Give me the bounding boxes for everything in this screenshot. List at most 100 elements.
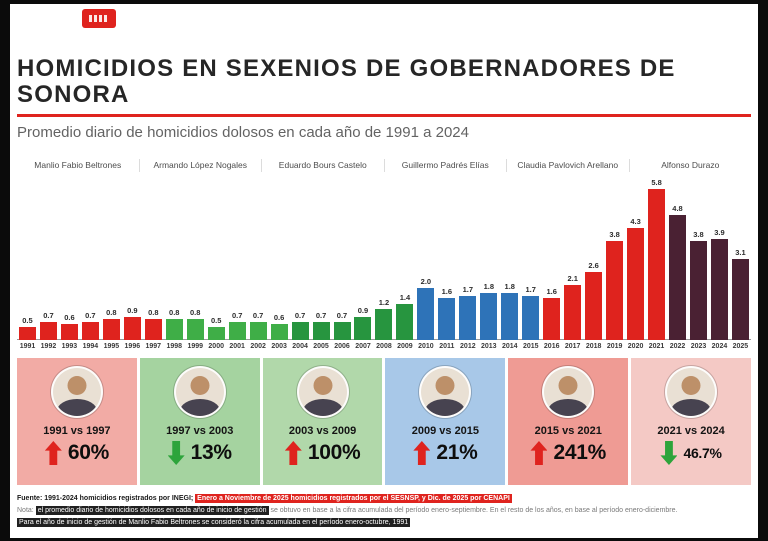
governor-name: Eduardo Bours Castelo <box>261 159 384 172</box>
year-label: 2020 <box>627 343 644 350</box>
bar-value-label: 1.6 <box>546 287 557 296</box>
bar-2019 <box>606 241 624 340</box>
trend-row: 100% <box>284 441 361 465</box>
year-label: 2008 <box>376 343 392 350</box>
year-label: 2025 <box>732 343 749 350</box>
year-label: 2014 <box>501 343 518 350</box>
percent-value: 241% <box>553 441 606 464</box>
bar-slot-1994: 0.7 1994 <box>80 176 101 352</box>
bar-2001 <box>228 322 246 340</box>
bar-2009 <box>396 304 414 340</box>
year-label: 2019 <box>606 343 623 350</box>
bar-slot-2019: 3.8 2019 <box>604 176 625 352</box>
bar-slot-2006: 0.7 2006 <box>332 176 353 352</box>
bar-slot-2012: 1.7 2012 <box>457 176 478 352</box>
year-label: 1995 <box>103 343 120 350</box>
footnote-segment: Fuente: 1991-2024 homicidios registrados… <box>17 495 196 502</box>
photo-silhouette-head <box>681 376 701 395</box>
bar-2004 <box>291 322 309 340</box>
footnote-segment: Para el año de inicio de gestión de Manl… <box>17 518 411 528</box>
bar-value-label: 0.6 <box>64 313 75 322</box>
bar-slot-2008: 1.2 2008 <box>373 176 394 352</box>
bar-value-label: 3.9 <box>714 228 725 237</box>
bar-value-label: 0.5 <box>210 316 222 325</box>
governor-photo <box>419 366 472 418</box>
percent-value: 46.7% <box>683 445 722 461</box>
comparison-card: 1997 vs 2003 13% <box>139 358 260 485</box>
trend-arrow-up-icon <box>284 441 302 465</box>
bar-2015 <box>522 296 540 340</box>
brand-logo <box>82 9 116 28</box>
year-label: 2015 <box>522 343 539 350</box>
bar-slot-2005: 0.7 2005 <box>311 176 332 352</box>
bar-slot-1995: 0.8 1995 <box>101 176 122 352</box>
year-label: 1996 <box>124 343 141 350</box>
bar-value-label: 0.8 <box>148 308 159 317</box>
bar-slot-2009: 1.4 2009 <box>394 176 415 352</box>
bar-2017 <box>564 285 582 340</box>
bar-value-label: 1.2 <box>378 298 390 307</box>
bar-1992 <box>39 322 57 340</box>
bar-1993 <box>60 324 78 340</box>
year-label: 2021 <box>648 343 665 350</box>
bar-slot-2003: 0.6 2003 <box>269 176 290 352</box>
photo-silhouette-body <box>425 399 466 416</box>
photo-silhouette-body <box>671 399 712 416</box>
comparison-label: 2003 vs 2009 <box>288 425 357 437</box>
bar-slot-2014: 1.8 2014 <box>499 176 520 352</box>
bar-value-label: 0.9 <box>127 306 138 315</box>
year-label: 1992 <box>40 343 57 350</box>
bar-value-label: 5.8 <box>651 178 662 187</box>
percent-value: 13% <box>190 441 232 464</box>
year-label: 2006 <box>334 343 350 350</box>
year-label: 1994 <box>82 343 99 350</box>
comparison-card: 2021 vs 2024 46.7% <box>631 358 751 485</box>
trend-row: 241% <box>530 441 606 465</box>
bar-2016 <box>543 298 561 340</box>
bar-slot-2010: 2.0 2010 <box>415 176 436 352</box>
bar-2013 <box>480 293 498 340</box>
governor-name: Claudia Pavlovich Arellano <box>506 159 629 172</box>
photo-silhouette-head <box>558 376 578 395</box>
governor-name: Guillermo Padrés Elías <box>383 159 507 172</box>
trend-arrow-up-icon <box>530 441 548 465</box>
comparison-card: 2003 vs 2009 100% <box>262 358 383 485</box>
bar-value-label: 3.8 <box>693 230 704 239</box>
governor-name: Manlio Fabio Beltrones <box>34 160 122 170</box>
bar-slot-1999: 0.8 1999 <box>185 176 206 352</box>
bar-value-label: 0.7 <box>315 311 327 320</box>
bar-1991 <box>18 327 36 340</box>
bar-2012 <box>459 296 477 340</box>
bar-1998 <box>165 319 183 340</box>
governor-photo <box>50 366 103 418</box>
page-subtitle: Promedio diario de homicidios dolosos en… <box>17 124 469 141</box>
bar-value-label: 1.8 <box>483 282 495 291</box>
year-label: 2016 <box>543 343 560 350</box>
bar-slot-2025: 3.1 2025 <box>730 176 751 352</box>
bar-value-label: 0.9 <box>357 306 369 315</box>
governor-name: Alfonso Durazo <box>628 159 752 172</box>
bar-value-label: 0.5 <box>22 316 33 325</box>
bar-value-label: 4.3 <box>630 217 641 226</box>
bar-2002 <box>249 322 267 340</box>
comparison-label: 1997 vs 2003 <box>166 425 234 437</box>
bar-value-label: 1.7 <box>462 285 474 294</box>
bar-slot-2021: 5.8 2021 <box>646 176 667 352</box>
year-label: 1993 <box>61 343 78 350</box>
governor-photo <box>665 366 718 418</box>
bar-value-label: 4.8 <box>672 204 683 213</box>
footnote-segment: Enero a Noviembre de 2025 homicidios reg… <box>195 494 512 503</box>
bar-slot-2015: 1.7 2015 <box>520 176 541 352</box>
photo-silhouette-head <box>435 376 455 395</box>
bar-2025 <box>731 259 749 340</box>
bar-1994 <box>81 322 99 340</box>
year-label: 1997 <box>145 343 162 350</box>
bar-value-label: 0.7 <box>294 311 306 320</box>
trend-row: 13% <box>167 441 232 465</box>
governor-photo <box>542 366 595 418</box>
percent-value: 21% <box>436 441 478 464</box>
photo-silhouette-head <box>67 376 87 395</box>
bar-value-label: 1.4 <box>399 293 411 302</box>
bar-value-label: 3.1 <box>735 248 746 257</box>
